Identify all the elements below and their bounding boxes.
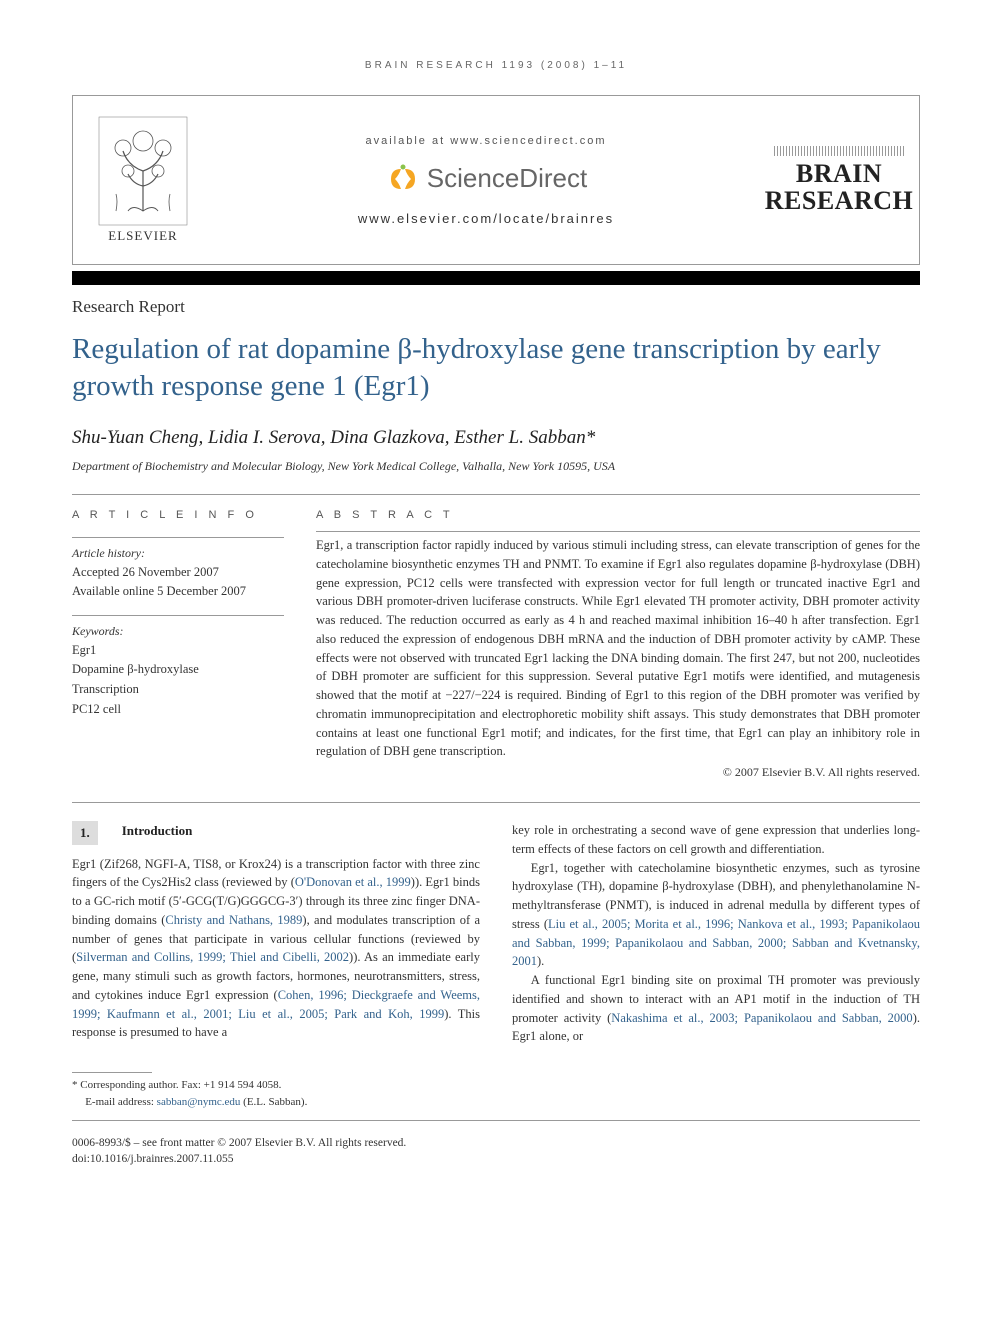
- reference-link[interactable]: Christy and Nathans, 1989: [165, 913, 302, 927]
- keywords-block: Keywords: Egr1 Dopamine β-hydroxylase Tr…: [72, 615, 284, 719]
- section-1-heading: 1. Introduction: [72, 821, 480, 845]
- history-label: Article history:: [72, 546, 284, 561]
- abstract-text: Egr1, a transcription factor rapidly ind…: [316, 536, 920, 761]
- article-type: Research Report: [72, 297, 920, 317]
- elsevier-label: ELSEVIER: [108, 228, 177, 244]
- body-paragraph: key role in orchestrating a second wave …: [512, 821, 920, 859]
- running-header: BRAIN RESEARCH 1193 (2008) 1–11: [72, 60, 920, 71]
- journal-logo: BRAIN RESEARCH: [759, 96, 919, 264]
- email-line: E-mail address: sabban@nymc.edu (E.L. Sa…: [72, 1094, 480, 1111]
- elsevier-logo: ELSEVIER: [73, 96, 213, 264]
- abstract-column: A B S T R A C T Egr1, a transcription fa…: [316, 495, 920, 780]
- article-title: Regulation of rat dopamine β-hydroxylase…: [72, 331, 920, 405]
- body-paragraph: A functional Egr1 binding site on proxim…: [512, 971, 920, 1046]
- elsevier-tree-icon: [98, 116, 188, 226]
- journal-header-box: ELSEVIER available at www.sciencedirect.…: [72, 95, 920, 265]
- rule-above-bottom: [72, 1120, 920, 1121]
- history-online: Available online 5 December 2007: [72, 582, 284, 601]
- abstract-copyright: © 2007 Elsevier B.V. All rights reserved…: [316, 765, 920, 780]
- keyword: Dopamine β-hydroxylase: [72, 660, 284, 679]
- body-columns: 1. Introduction Egr1 (Zif268, NGFI-A, TI…: [72, 821, 920, 1110]
- abstract-heading: A B S T R A C T: [316, 495, 920, 531]
- rule-above-abstract: [316, 531, 920, 532]
- reference-link[interactable]: O'Donovan et al., 1999: [295, 875, 411, 889]
- corresponding-author: * Corresponding author. Fax: +1 914 594 …: [72, 1077, 480, 1094]
- doi-line: doi:10.1016/j.brainres.2007.11.055: [72, 1151, 920, 1167]
- history-block: Article history: Accepted 26 November 20…: [72, 537, 284, 601]
- keyword: Transcription: [72, 680, 284, 699]
- header-center: available at www.sciencedirect.com Scien…: [213, 135, 759, 226]
- sciencedirect-logo: ScienceDirect: [385, 161, 587, 197]
- journal-name: BRAIN RESEARCH: [765, 160, 913, 215]
- journal-name-line1: BRAIN: [765, 160, 913, 187]
- sciencedirect-icon: [385, 161, 421, 197]
- keyword: PC12 cell: [72, 700, 284, 719]
- article-info-column: A R T I C L E I N F O Article history: A…: [72, 495, 284, 780]
- footnotes: * Corresponding author. Fax: +1 914 594 …: [72, 1072, 480, 1110]
- reference-link[interactable]: Nakashima et al., 2003; Papanikolaou and…: [611, 1011, 912, 1025]
- rule-below-abstract: [72, 802, 920, 803]
- info-section: A R T I C L E I N F O Article history: A…: [72, 495, 920, 780]
- history-accepted: Accepted 26 November 2007: [72, 563, 284, 582]
- journal-logo-rule-icon: [774, 146, 904, 156]
- bottom-block: 0006-8993/$ – see front matter © 2007 El…: [72, 1135, 920, 1167]
- article-info-heading: A R T I C L E I N F O: [72, 495, 284, 531]
- affiliation: Department of Biochemistry and Molecular…: [72, 459, 920, 474]
- body-paragraph: Egr1, together with catecholamine biosyn…: [512, 859, 920, 972]
- keyword: Egr1: [72, 641, 284, 660]
- journal-name-line2: RESEARCH: [765, 187, 913, 214]
- available-at-text: available at www.sciencedirect.com: [365, 135, 606, 147]
- locate-url: www.elsevier.com/locate/brainres: [358, 211, 614, 226]
- sciencedirect-text: ScienceDirect: [427, 163, 587, 194]
- black-divider-bar: [72, 271, 920, 285]
- footnote-rule: [72, 1072, 152, 1073]
- authors: Shu-Yuan Cheng, Lidia I. Serova, Dina Gl…: [72, 427, 920, 449]
- email-link[interactable]: sabban@nymc.edu: [157, 1096, 241, 1108]
- body-column-left: 1. Introduction Egr1 (Zif268, NGFI-A, TI…: [72, 821, 480, 1110]
- keywords-label: Keywords:: [72, 624, 284, 639]
- body-column-right: key role in orchestrating a second wave …: [512, 821, 920, 1110]
- front-matter-line: 0006-8993/$ – see front matter © 2007 El…: [72, 1135, 920, 1151]
- reference-link[interactable]: Liu et al., 2005; Morita et al., 1996; N…: [512, 917, 920, 969]
- section-title: Introduction: [122, 821, 193, 845]
- reference-link[interactable]: Silverman and Collins, 1999; Thiel and C…: [76, 950, 349, 964]
- section-number: 1.: [72, 821, 98, 845]
- body-paragraph: Egr1 (Zif268, NGFI-A, TIS8, or Krox24) i…: [72, 855, 480, 1043]
